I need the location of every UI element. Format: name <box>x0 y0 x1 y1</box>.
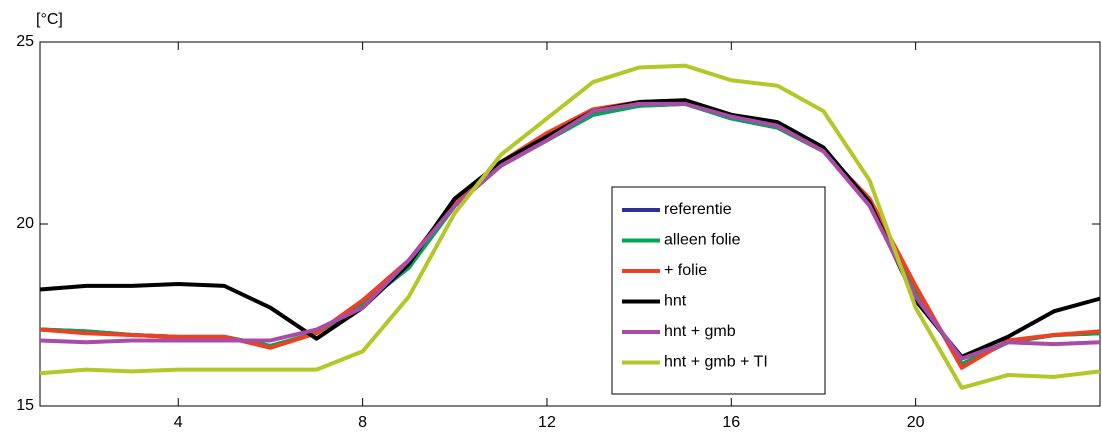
y-tick-label: 25 <box>16 33 34 50</box>
legend-box <box>611 186 826 395</box>
x-tick-label: 4 <box>174 414 183 431</box>
series-line <box>39 101 1101 367</box>
series-line <box>39 98 1101 359</box>
x-tick-label: 8 <box>358 414 367 431</box>
legend-label: alleen folie <box>664 232 741 249</box>
legend-label: hnt + gmb + TI <box>664 354 768 371</box>
series-line <box>39 63 1101 390</box>
series-line <box>39 101 1101 361</box>
y-tick-label: 15 <box>16 397 34 414</box>
legend-label: hnt + gmb <box>664 323 736 340</box>
y-axis-label: [°C] <box>36 11 63 28</box>
x-tick-label: 16 <box>722 414 740 431</box>
legend-label: + folie <box>664 262 707 279</box>
x-tick-label: 12 <box>538 414 556 431</box>
x-tick-label: 20 <box>907 414 925 431</box>
legend-label: hnt <box>664 293 687 310</box>
series-line <box>39 98 1101 370</box>
y-tick-label: 20 <box>16 215 34 232</box>
series-line <box>39 101 1101 367</box>
legend-label: referentie <box>664 201 732 218</box>
